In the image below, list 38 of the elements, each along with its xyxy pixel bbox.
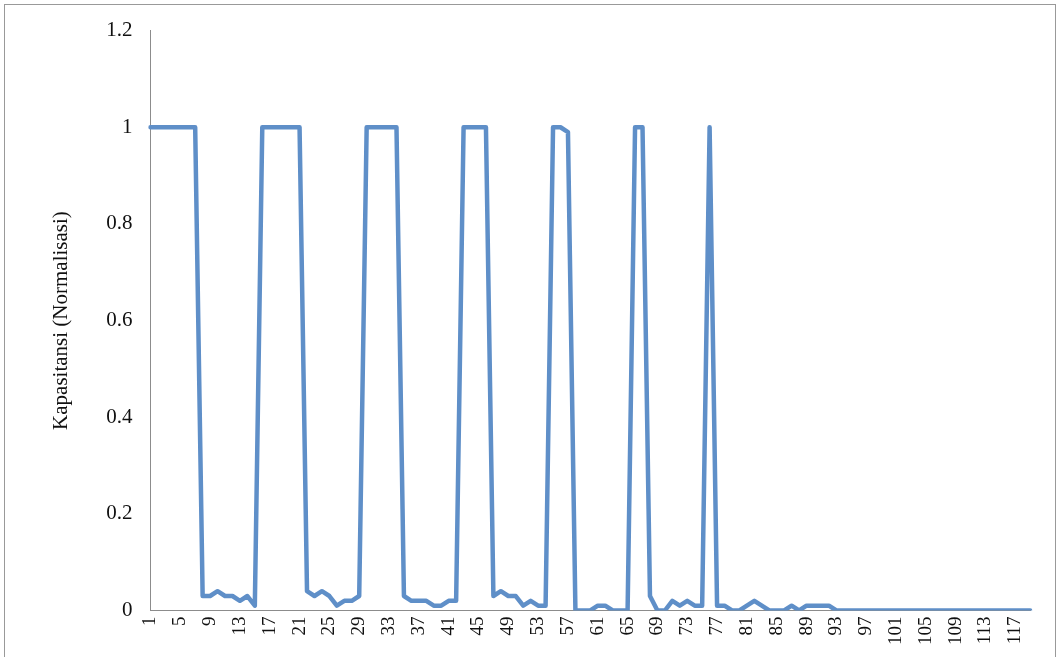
x-tick-label: 69	[645, 616, 667, 636]
x-tick-label: 73	[675, 616, 697, 636]
x-tick-label: 81	[734, 616, 756, 636]
x-tick-label: 37	[406, 616, 428, 636]
y-tick-label: 0.8	[106, 210, 133, 235]
x-tick-label: 117	[1003, 616, 1025, 645]
x-tick-label: 109	[943, 616, 965, 645]
x-tick-label: 17	[257, 616, 279, 636]
x-tick-label: 9	[198, 616, 220, 626]
x-tick-label: 97	[854, 616, 876, 636]
y-tick-label: 0.2	[106, 500, 133, 525]
x-tick-label: 49	[496, 616, 518, 636]
x-tick-label: 29	[347, 616, 369, 636]
x-tick-label: 25	[317, 616, 339, 636]
x-tick-label: 5	[168, 616, 190, 626]
x-tick-label: 105	[913, 616, 935, 645]
x-tick-label: 33	[377, 616, 399, 636]
x-tick-label: 57	[555, 616, 577, 636]
y-axis-title: Kapasitansi (Normalisasi)	[48, 211, 73, 430]
x-tick-label: 21	[287, 616, 309, 636]
x-tick-label: 13	[227, 616, 249, 636]
x-tick-label: 113	[973, 616, 995, 645]
x-tick-label: 53	[526, 616, 548, 636]
y-tick-label: 1	[121, 113, 133, 138]
x-tick-label: 1	[138, 616, 160, 626]
x-tick-label: 89	[794, 616, 816, 636]
x-tick-label: 45	[466, 616, 488, 636]
x-tick-label: 101	[883, 616, 905, 645]
x-tick-label: 93	[824, 616, 846, 636]
y-tick-label: 0.4	[106, 403, 133, 428]
x-tick-label: 77	[705, 616, 727, 636]
x-tick-label: 41	[436, 616, 458, 636]
x-tick-label: 61	[585, 616, 607, 636]
x-tick-label: 85	[764, 616, 786, 636]
x-tick-label: 65	[615, 616, 637, 636]
y-tick-label: 0	[121, 597, 133, 622]
y-tick-label: 1.2	[106, 17, 133, 42]
y-tick-label: 0.6	[106, 307, 133, 332]
